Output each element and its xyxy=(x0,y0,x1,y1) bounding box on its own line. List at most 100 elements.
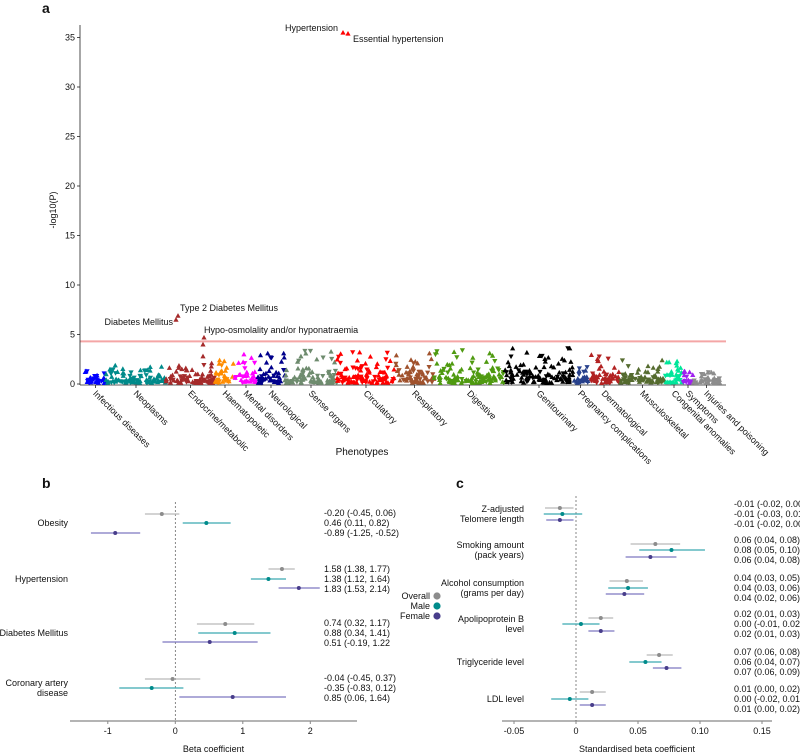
data-point xyxy=(701,371,707,377)
data-point xyxy=(432,352,439,358)
data-point xyxy=(109,374,115,379)
data-point xyxy=(510,345,516,351)
data-point xyxy=(677,377,683,383)
data-point xyxy=(107,366,113,372)
data-point xyxy=(281,350,287,356)
data-point xyxy=(263,375,269,381)
point-annotation: Hypertension xyxy=(285,23,338,33)
data-point xyxy=(626,377,633,383)
data-point xyxy=(112,362,118,368)
data-point xyxy=(375,372,382,378)
data-point xyxy=(370,379,376,385)
data-point xyxy=(359,364,365,369)
data-point xyxy=(160,378,166,384)
data-point xyxy=(285,379,291,385)
annotated-point xyxy=(345,30,351,36)
data-point xyxy=(502,367,508,373)
data-point xyxy=(666,359,672,365)
point-estimate xyxy=(207,640,212,644)
point-estimate xyxy=(622,592,627,596)
data-point xyxy=(193,380,199,385)
data-point xyxy=(397,377,403,383)
data-point xyxy=(110,367,116,373)
row-label: Coronary artery xyxy=(5,678,68,688)
estimate-text: -0.35 (-0.83, 0.12) xyxy=(324,683,396,693)
data-point xyxy=(257,366,263,372)
data-point xyxy=(643,379,650,384)
estimate-text: 0.01 (0.00, 0.02) xyxy=(734,704,800,714)
data-point xyxy=(201,377,208,382)
y-tick-label: 5 xyxy=(70,330,75,340)
data-point xyxy=(641,378,647,384)
data-point xyxy=(180,373,186,379)
data-point xyxy=(363,371,370,377)
x-tick-label: Genitourinary xyxy=(535,388,581,434)
data-point xyxy=(625,364,631,369)
data-point xyxy=(158,364,165,369)
data-point xyxy=(428,356,434,362)
data-point xyxy=(360,376,366,382)
data-point xyxy=(205,373,211,379)
point-estimate xyxy=(557,518,562,522)
y-tick-label: 25 xyxy=(65,132,75,142)
data-point xyxy=(366,368,372,373)
data-point xyxy=(233,375,239,380)
data-point xyxy=(83,368,89,374)
data-point xyxy=(451,349,457,354)
data-point xyxy=(248,355,255,360)
data-point xyxy=(354,357,361,363)
data-point xyxy=(393,352,399,358)
data-point xyxy=(407,375,413,381)
data-point xyxy=(276,375,283,380)
data-point xyxy=(584,377,590,383)
data-point xyxy=(163,376,169,382)
x-tick-label: Respiratory xyxy=(410,388,450,428)
data-point xyxy=(468,378,475,384)
data-point xyxy=(357,349,363,355)
data-point xyxy=(655,366,661,371)
point-estimate xyxy=(170,677,175,681)
data-point xyxy=(536,353,543,359)
data-point xyxy=(434,360,440,366)
data-point xyxy=(576,372,582,377)
data-point xyxy=(290,376,296,382)
data-point xyxy=(335,378,341,383)
data-point xyxy=(705,370,712,375)
data-point xyxy=(560,374,566,380)
data-point xyxy=(364,367,370,373)
category-points xyxy=(502,345,576,385)
x-tick-label: 2 xyxy=(308,726,313,736)
data-point xyxy=(562,369,569,375)
data-point xyxy=(267,355,274,361)
point-estimate xyxy=(567,697,572,701)
data-point xyxy=(670,379,677,385)
point-estimate xyxy=(230,695,235,699)
data-point xyxy=(619,358,626,363)
data-point xyxy=(514,372,520,377)
data-point xyxy=(268,364,274,370)
point-estimate xyxy=(598,629,603,633)
data-point xyxy=(555,360,562,366)
category-points xyxy=(163,360,217,386)
data-point xyxy=(387,358,393,363)
data-point xyxy=(588,352,594,357)
data-point xyxy=(682,368,688,374)
data-point xyxy=(674,362,680,368)
data-point xyxy=(716,376,722,382)
data-point xyxy=(463,378,470,383)
data-point xyxy=(645,363,651,369)
row-label: (grams per day) xyxy=(460,588,524,598)
data-point xyxy=(445,370,451,376)
x-tick-label: -1 xyxy=(104,726,112,736)
data-point xyxy=(653,374,659,379)
data-point xyxy=(177,374,183,380)
data-point xyxy=(244,370,250,375)
data-point xyxy=(508,376,514,382)
row-label: level xyxy=(505,624,524,634)
data-point xyxy=(676,374,683,379)
row-label: Smoking amount xyxy=(456,540,524,550)
point-estimate xyxy=(653,542,658,546)
data-point xyxy=(425,370,431,376)
data-point xyxy=(213,369,219,375)
row-label: Z-adjusted xyxy=(481,504,524,514)
